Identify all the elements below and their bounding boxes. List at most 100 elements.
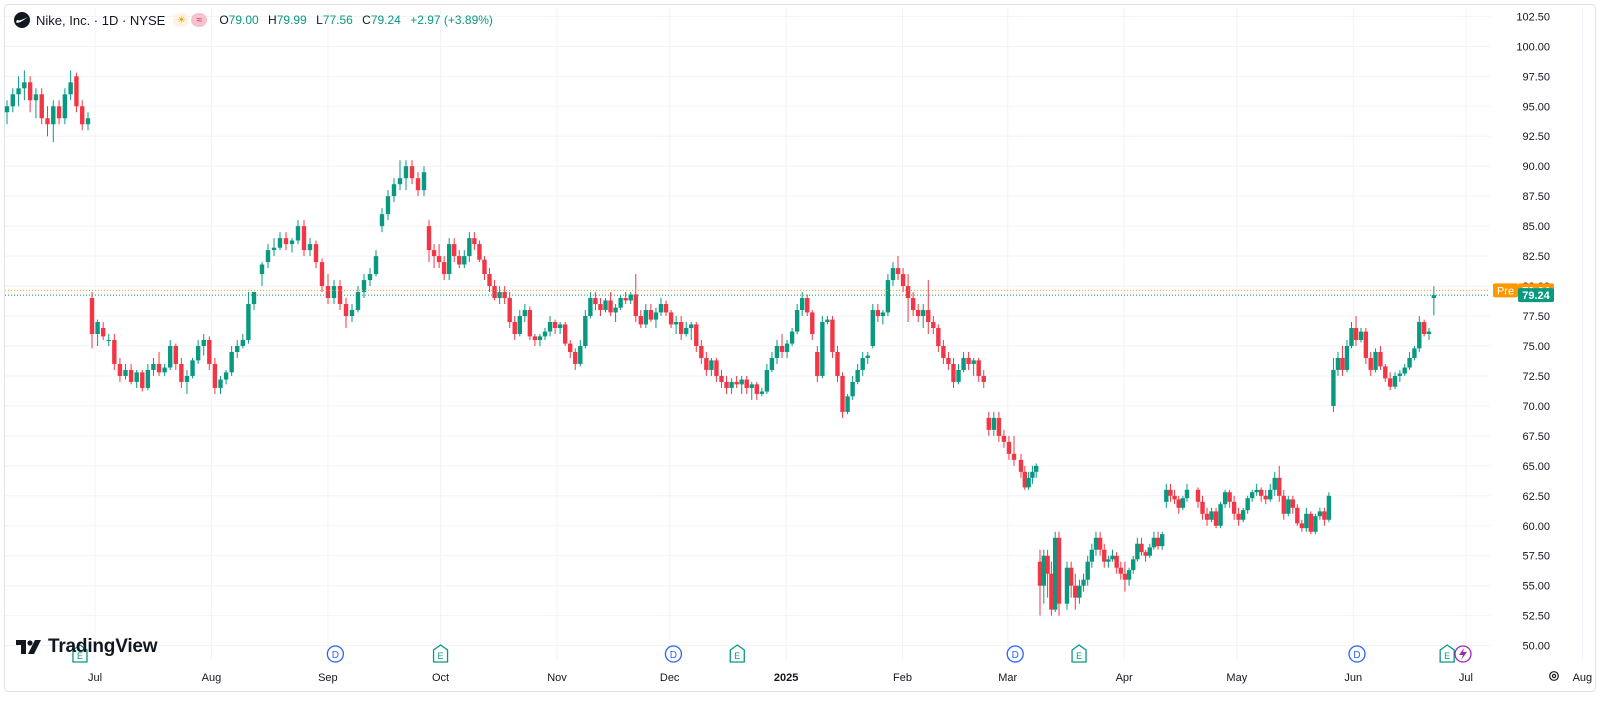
candle[interactable] [502,286,507,305]
candle[interactable] [184,369,190,394]
candle[interactable] [397,160,403,191]
candle[interactable] [971,357,976,376]
candle[interactable] [140,369,145,392]
candle[interactable] [1236,507,1241,526]
candle[interactable] [719,369,724,388]
candle[interactable] [173,343,178,370]
price-axis[interactable]: 50.00 52.50 55.00 57.50 60.00 62.50 65.00 67.50… [1516,11,1550,652]
candle[interactable] [557,322,563,334]
candle[interactable] [1056,531,1062,616]
candle[interactable] [1340,345,1345,376]
candle[interactable] [739,375,744,394]
candle[interactable] [1131,555,1136,574]
candle[interactable] [1110,549,1115,562]
candle[interactable] [271,238,277,257]
candle[interactable] [68,70,73,101]
candle[interactable] [981,369,986,388]
candle[interactable] [415,172,421,197]
candle[interactable] [1272,471,1277,496]
candle[interactable] [820,316,825,379]
candle[interactable] [151,357,156,376]
candle[interactable] [16,76,21,107]
candle[interactable] [1184,483,1190,502]
candle[interactable] [403,160,409,191]
candle[interactable] [628,292,633,305]
candle[interactable] [921,304,926,329]
candle[interactable] [1164,483,1169,508]
candle[interactable] [784,339,790,358]
candle[interactable] [117,357,123,382]
candle[interactable] [855,363,860,385]
candle[interactable] [1335,351,1341,376]
tradingview-logo[interactable]: TradingView [16,636,158,658]
candle[interactable] [1313,513,1318,535]
candle[interactable] [265,244,271,269]
candle[interactable] [1299,519,1305,532]
candle[interactable] [51,100,56,143]
candle[interactable] [1102,543,1107,568]
candle[interactable] [145,363,151,391]
candle[interactable] [840,372,845,418]
candle[interactable] [865,351,870,364]
candle[interactable] [537,334,543,346]
candle[interactable] [734,375,739,388]
candle[interactable] [926,280,931,334]
candle[interactable] [931,316,936,334]
candle[interactable] [319,258,325,293]
candle[interactable] [910,292,916,317]
candle[interactable] [1077,579,1082,604]
candle[interactable] [313,240,319,269]
candle[interactable] [1011,435,1017,466]
market-session-icon[interactable]: ☀ [173,13,190,27]
candle[interactable] [608,292,613,317]
candle[interactable] [325,274,331,305]
candle[interactable] [452,238,457,263]
candle[interactable] [1018,453,1024,478]
settings-gear-icon[interactable] [1547,669,1561,683]
candle[interactable] [1286,495,1291,517]
candle[interactable] [1231,495,1237,520]
candle[interactable] [845,393,850,415]
candle[interactable] [1135,537,1140,562]
candle[interactable] [331,280,337,305]
candle[interactable] [683,322,689,337]
candle[interactable] [22,70,27,101]
candle[interactable] [1180,495,1186,511]
candle[interactable] [207,336,212,370]
candle[interactable] [895,256,901,281]
candle[interactable] [638,310,644,329]
candle[interactable] [1143,549,1148,562]
candle[interactable] [860,351,865,376]
earnings-marker[interactable]: E [432,644,449,663]
candle[interactable] [976,357,981,382]
candle[interactable] [355,286,361,313]
candle[interactable] [1030,465,1035,484]
candle[interactable] [1227,489,1232,508]
candle[interactable] [880,310,886,325]
candle[interactable] [789,328,795,346]
candle[interactable] [1368,351,1373,376]
nike-logo-icon[interactable] [14,12,30,28]
upcoming-event-marker[interactable] [1454,645,1472,663]
candle[interactable] [658,298,664,317]
candle[interactable] [1426,328,1432,340]
candle[interactable] [89,292,95,349]
candle[interactable] [522,304,528,323]
candle[interactable] [487,268,492,293]
candle[interactable] [134,369,139,388]
candle[interactable] [986,411,991,436]
candle[interactable] [905,274,911,323]
candle[interactable] [168,339,173,370]
candle[interactable] [815,345,820,382]
earnings-marker[interactable]: E [72,644,88,663]
candle[interactable] [1412,345,1417,361]
candle[interactable] [128,363,134,385]
candle[interactable] [1168,483,1173,502]
candle[interactable] [112,334,117,370]
candle[interactable] [27,76,33,113]
candle[interactable] [482,256,487,281]
candle[interactable] [1349,322,1354,349]
candle[interactable] [1218,501,1223,529]
candle[interactable] [1331,357,1336,412]
candle[interactable] [373,250,379,277]
